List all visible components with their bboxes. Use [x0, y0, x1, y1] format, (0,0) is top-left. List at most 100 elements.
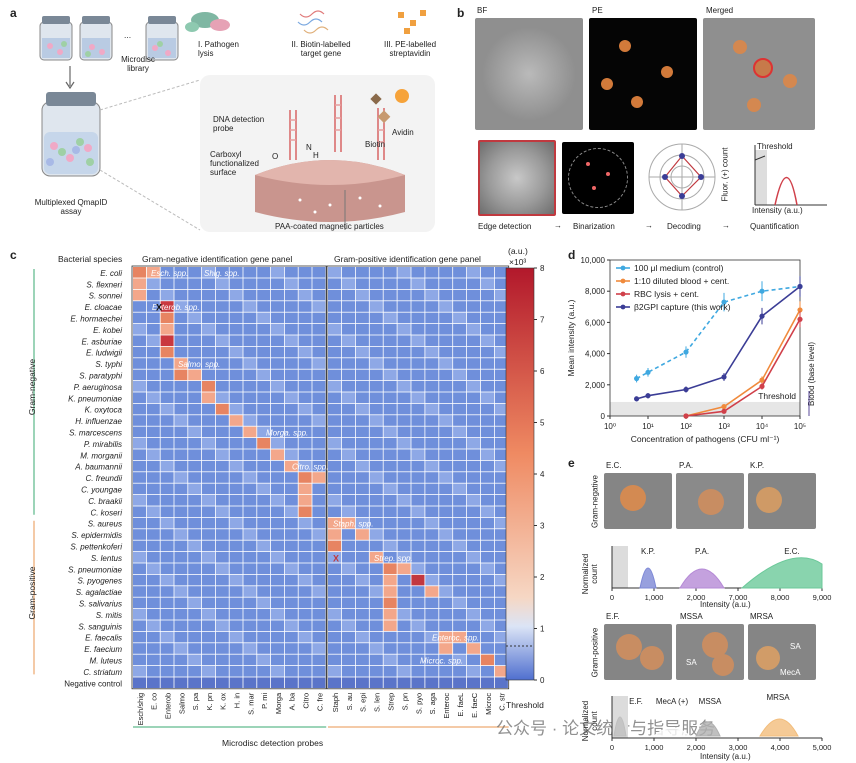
species-label: C. koseri — [90, 508, 122, 517]
heatmap-cell — [188, 403, 202, 415]
species-label: A. baumannii — [74, 463, 122, 472]
heatmap-cell — [439, 654, 453, 666]
heatmap-cell — [425, 609, 439, 620]
data-point — [683, 413, 689, 419]
heatmap-cell — [271, 654, 284, 666]
heatmap-cell — [425, 324, 439, 335]
heatmap-cell — [202, 381, 215, 392]
y-tick-label: 2,000 — [585, 381, 606, 390]
heatmap-cell — [341, 278, 355, 289]
heatmap-cell — [467, 597, 481, 609]
probe-label: DNA detection probe — [213, 115, 265, 133]
heatmap-cell — [355, 666, 369, 677]
heatmap-cell — [284, 563, 298, 574]
heatmap-cell — [160, 426, 174, 438]
bf-title: BF — [477, 6, 488, 15]
heatmap-cell — [271, 369, 284, 381]
species-label: S. aureus — [88, 520, 122, 529]
pos-probe-label: C. str — [498, 692, 507, 710]
heatmap-cell — [202, 472, 215, 483]
heatmap-cell — [312, 643, 326, 654]
species-label: Negative control — [64, 679, 122, 688]
e-pos-image-2 — [676, 624, 744, 680]
heatmap-cell — [341, 517, 355, 529]
heatmap-cell — [284, 358, 298, 369]
species-label: P. mirabilis — [84, 440, 122, 449]
heatmap-cell — [133, 609, 146, 620]
heatmap-cell — [160, 324, 174, 335]
heatmap-cell — [271, 472, 284, 483]
heatmap-cell — [215, 666, 229, 677]
legend-marker — [620, 278, 626, 284]
data-point — [721, 374, 727, 380]
heatmap-cell — [188, 597, 202, 609]
heatmap-cell — [146, 495, 160, 506]
heatmap-cell — [174, 403, 188, 415]
heatmap-cell — [271, 392, 284, 403]
heatmap-cell — [369, 631, 383, 643]
heatmap-cell — [133, 563, 146, 574]
heatmap-cell — [257, 460, 271, 472]
heatmap-cell — [271, 449, 284, 460]
heatmap-cell — [174, 517, 188, 529]
heatmap-cell — [298, 449, 312, 460]
heatmap-cell — [369, 483, 383, 495]
heatmap-cell — [202, 483, 215, 495]
heatmap-cell — [355, 609, 369, 620]
heatmap-cell — [355, 324, 369, 335]
heatmap-cell — [341, 620, 355, 631]
pos-probe-label: Enteroc — [442, 693, 451, 719]
heatmap-cell — [202, 312, 215, 324]
y-tick-label: 0 — [601, 412, 606, 421]
heatmap-cell — [355, 517, 369, 529]
heatmap-cell — [133, 472, 146, 483]
heatmap-cell — [383, 540, 397, 552]
heatmap-cell — [188, 472, 202, 483]
heatmap-cell — [355, 278, 369, 289]
n-label-1: N — [306, 143, 312, 152]
heatmap-cell — [439, 369, 453, 381]
heatmap-cell — [425, 426, 439, 438]
heatmap-cell — [174, 438, 188, 449]
heatmap-cell — [439, 586, 453, 597]
heatmap-cell — [215, 586, 229, 597]
heatmap-cell — [425, 506, 439, 517]
heatmap-cell — [383, 267, 397, 278]
heatmap-cell — [160, 483, 174, 495]
data-point — [634, 375, 640, 382]
heatmap-cell — [312, 278, 326, 289]
heatmap-cell — [494, 643, 508, 654]
x-tick-label: 10⁴ — [756, 422, 769, 431]
heatmap-cell — [146, 540, 160, 552]
heatmap-cell — [188, 267, 202, 278]
heatmap-cell — [146, 574, 160, 586]
heatmap-cell — [174, 449, 188, 460]
heatmap-cell — [369, 426, 383, 438]
heatmap-cell — [494, 506, 508, 517]
heatmap-cell — [453, 666, 467, 677]
heatmap-cell — [257, 346, 271, 358]
heatmap-cell — [383, 289, 397, 301]
heatmap-cell — [284, 609, 298, 620]
heatmap-cell — [160, 563, 174, 574]
heatmap-cell — [229, 392, 243, 403]
heatmap-cell — [397, 654, 411, 666]
heatmap-cell — [312, 449, 326, 460]
heatmap-cell — [328, 278, 342, 289]
heatmap-cell — [467, 324, 481, 335]
heatmap-cell — [480, 517, 494, 529]
heatmap-cell — [174, 620, 188, 631]
heatmap-cell — [298, 654, 312, 666]
heatmap-cell — [298, 403, 312, 415]
y-tick-label: 10,000 — [581, 256, 606, 265]
heatmap-cell — [257, 654, 271, 666]
data-point — [797, 283, 803, 290]
heatmap-cell — [328, 403, 342, 415]
heatmap-cell — [397, 415, 411, 426]
species-annotation: Microc. spp. — [420, 656, 463, 665]
heatmap-cell — [411, 358, 425, 369]
data-point — [683, 386, 689, 393]
heatmap-cell — [369, 449, 383, 460]
heatmap-cell — [243, 346, 257, 358]
species-label: S. sonnei — [89, 292, 123, 301]
